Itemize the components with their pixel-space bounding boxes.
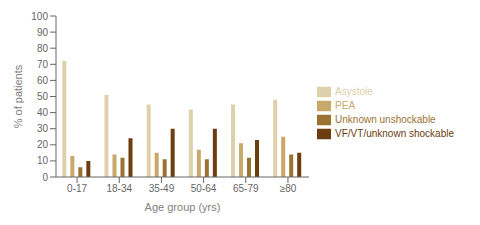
svg-text:100: 100 bbox=[31, 11, 48, 22]
svg-text:50-64: 50-64 bbox=[191, 183, 217, 194]
svg-text:18-34: 18-34 bbox=[106, 183, 132, 194]
svg-text:40: 40 bbox=[37, 107, 49, 118]
svg-text:10: 10 bbox=[37, 155, 49, 166]
svg-text:20: 20 bbox=[37, 139, 49, 150]
svg-text:% of patients: % of patients bbox=[12, 64, 24, 128]
svg-text:0: 0 bbox=[42, 172, 48, 183]
svg-text:50: 50 bbox=[37, 91, 49, 102]
html-text:Asystole: Asystole bbox=[335, 85, 373, 97]
svg-text:≥80: ≥80 bbox=[280, 183, 297, 194]
html-text:VF/VT/unknown shockable: VF/VT/unknown shockable bbox=[335, 127, 454, 139]
svg-text:60: 60 bbox=[37, 75, 49, 86]
svg-text:35-49: 35-49 bbox=[149, 183, 175, 194]
svg-text:70: 70 bbox=[37, 59, 49, 70]
svg-text:0-17: 0-17 bbox=[67, 183, 87, 194]
svg-text:30: 30 bbox=[37, 123, 49, 134]
svg-text:65-79: 65-79 bbox=[233, 183, 259, 194]
svg-text:Age group (yrs): Age group (yrs) bbox=[145, 201, 221, 213]
html-text:PEA: PEA bbox=[335, 99, 356, 111]
svg-text:80: 80 bbox=[37, 43, 49, 54]
html-text:Unknown unshockable: Unknown unshockable bbox=[335, 113, 436, 125]
svg-text:90: 90 bbox=[37, 27, 49, 38]
